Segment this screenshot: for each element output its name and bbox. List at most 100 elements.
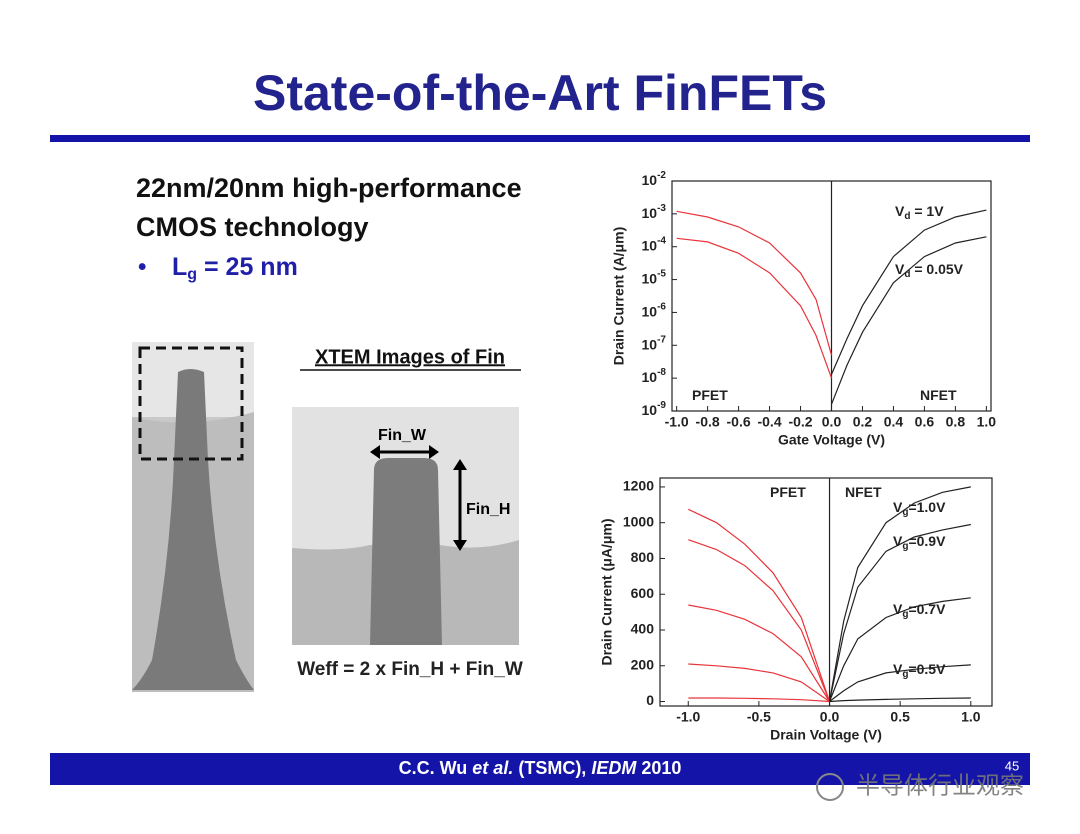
y-tick-label: 0 xyxy=(646,692,654,708)
y-tick-label: 10-5 xyxy=(642,268,667,286)
footer-venue: IEDM xyxy=(591,758,637,778)
y-tick-label: 10-3 xyxy=(642,202,667,220)
y-tick-base: 10 xyxy=(642,336,658,352)
data-line xyxy=(830,236,987,405)
annotation: Vg=1.0V xyxy=(893,499,946,518)
x-tick-label: -0.2 xyxy=(788,414,812,430)
y-tick-exponent: -8 xyxy=(657,367,666,378)
y-tick-exponent: -2 xyxy=(657,170,666,181)
annotation-sub: d xyxy=(904,211,910,222)
x-tick-label: 1.0 xyxy=(961,709,981,725)
image-caption: XTEM Images of Fin xyxy=(315,346,505,368)
bullet-sub: g xyxy=(187,266,197,283)
annotation: Vg=0.7V xyxy=(893,601,946,620)
y-tick-label: 10-7 xyxy=(642,334,667,352)
annotation-text: V xyxy=(893,533,903,549)
annotation: Vd = 1V xyxy=(895,203,944,222)
data-line xyxy=(688,604,831,702)
annotation: NFET xyxy=(920,387,957,403)
annotation-sub: g xyxy=(902,669,908,680)
annotation-sub: g xyxy=(902,507,908,518)
x-tick-label: -0.6 xyxy=(727,414,751,430)
x-tick-label: 0.6 xyxy=(915,414,935,430)
footer-citation: C.C. Wu et al. (TSMC), IEDM 2010 xyxy=(399,758,682,778)
data-line xyxy=(828,486,971,702)
annotation-after: = 1V xyxy=(910,203,944,219)
x-tick-label: -0.5 xyxy=(747,709,771,725)
footer-etal: et al. xyxy=(472,758,513,778)
arrow-head xyxy=(453,459,467,551)
y-tick-label: 10-9 xyxy=(642,400,667,418)
x-tick-label: -1.0 xyxy=(665,414,689,430)
x-tick-label: -0.4 xyxy=(757,414,781,430)
y-tick-label: 400 xyxy=(631,621,655,637)
footer-bar xyxy=(50,753,1030,785)
annotation-after: =0.9V xyxy=(908,533,946,549)
body-line: CMOS technology xyxy=(136,212,369,242)
zoom-box xyxy=(138,346,244,461)
y-tick-base: 10 xyxy=(642,270,658,286)
page-number: 45 xyxy=(1005,758,1019,773)
y-tick-label: 600 xyxy=(631,585,655,601)
annotation: PFET xyxy=(770,484,806,500)
x-tick-label: -1.0 xyxy=(676,709,700,725)
footer-org: (TSMC), xyxy=(513,758,591,778)
x-axis-label: Gate Voltage (V) xyxy=(778,432,885,448)
y-tick-label: 10-6 xyxy=(642,301,667,319)
annotation-text: NFET xyxy=(920,387,957,403)
watermark-icon xyxy=(816,773,844,801)
tem-fin xyxy=(132,369,254,690)
y-tick-exponent: -5 xyxy=(657,268,666,279)
title-rule xyxy=(50,135,1030,142)
y-tick-base: 10 xyxy=(642,369,658,385)
annotation-after: =1.0V xyxy=(908,499,946,515)
annotation-after: =0.5V xyxy=(908,661,946,677)
y-tick-label: 1200 xyxy=(623,478,654,494)
fin-w-label: Fin_W xyxy=(378,427,427,444)
y-tick-base: 10 xyxy=(642,237,658,253)
tem-fin xyxy=(370,458,442,645)
data-line xyxy=(676,210,833,356)
y-tick-label: 1000 xyxy=(623,513,654,529)
annotation-text: V xyxy=(893,499,903,515)
annotation-text: V xyxy=(895,203,905,219)
bullet-after: = 25 nm xyxy=(197,253,298,281)
annotation-sub: d xyxy=(904,269,910,280)
annotation-text: V xyxy=(893,661,903,677)
charts: -1.0 -0.8 -0.6 -0.4 -0.2 0.0 0.2 0.4 0.6 0.8 1.0 10… xyxy=(599,170,997,743)
data-line xyxy=(830,209,987,375)
x-tick-label: 0.0 xyxy=(820,709,840,725)
annotation-text: PFET xyxy=(770,484,806,500)
data-line xyxy=(688,697,830,703)
slide-title: State-of-the-Art FinFETs xyxy=(253,65,827,121)
y-tick-label: 10-2 xyxy=(642,170,667,188)
x-tick-label: 0.8 xyxy=(946,414,966,430)
annotation: NFET xyxy=(845,484,882,500)
x-tick-label: 0.2 xyxy=(853,414,873,430)
y-axis-label: Drain Current (μA/μm) xyxy=(599,518,615,665)
annotation-sub: g xyxy=(902,609,908,620)
y-tick-base: 10 xyxy=(642,172,658,188)
data-line xyxy=(829,664,971,702)
y-tick-exponent: -6 xyxy=(657,301,666,312)
annotation-after: =0.7V xyxy=(908,601,946,617)
y-tick-label: 10-8 xyxy=(642,367,667,385)
data-line xyxy=(828,523,971,702)
x-tick-label: 0.5 xyxy=(890,709,910,725)
x-tick-label: -0.8 xyxy=(696,414,720,430)
fin-h-label: Fin_H xyxy=(466,501,510,518)
y-tick-base: 10 xyxy=(642,205,658,221)
y-tick-label: 10-4 xyxy=(642,235,667,253)
y-tick-exponent: -4 xyxy=(657,235,666,246)
data-line xyxy=(829,697,971,703)
body-line: 22nm/20nm high-performance xyxy=(136,173,522,203)
y-tick-exponent: -9 xyxy=(657,400,666,411)
x-tick-label: 0.0 xyxy=(822,414,842,430)
x-tick-label: 1.0 xyxy=(977,414,997,430)
data-line xyxy=(676,237,833,379)
bullet-main: L xyxy=(172,253,187,281)
data-line xyxy=(688,663,830,702)
plot-frame xyxy=(659,477,993,707)
y-tick-label: 800 xyxy=(631,549,655,565)
x-tick-label: 0.4 xyxy=(884,414,904,430)
